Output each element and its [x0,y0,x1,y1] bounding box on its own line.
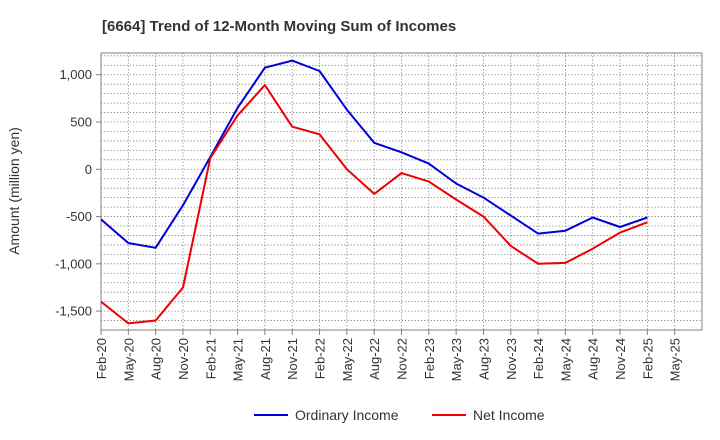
series-lines [100,59,648,325]
x-tick-label: Feb-21 [203,338,218,379]
legend-label: Net Income [473,407,545,423]
x-tick-label: Nov-24 [613,338,628,380]
y-tick-label: 500 [70,115,92,130]
x-tick-label: May-23 [449,338,464,381]
legend: Ordinary Income Net Income [254,407,545,423]
x-tick-label: May-20 [121,338,136,381]
y-tick-label: -500 [66,209,92,224]
legend-label: Ordinary Income [295,407,399,423]
x-tick-label: Nov-22 [395,338,410,380]
x-tick-label: Nov-21 [285,338,300,380]
x-tick-label: Feb-25 [640,338,655,379]
x-tick-label: Aug-20 [149,338,164,380]
x-tick-label: Aug-24 [586,338,601,380]
series-line-net-income [100,84,648,325]
chart-title: [6664] Trend of 12-Month Moving Sum of I… [102,18,456,35]
x-tick-label: Feb-20 [94,338,109,379]
y-tick-labels: 1,000 500 0 -500 -1,000 -1,500 [55,67,101,319]
x-tick-label: Aug-22 [367,338,382,380]
x-tick-label: Feb-23 [422,338,437,379]
x-tick-label: May-22 [340,338,355,381]
y-tick-label: -1,500 [55,304,92,319]
x-tick-label: Aug-21 [258,338,273,380]
x-tick-label: Feb-24 [531,338,546,379]
x-tick-label: Feb-22 [313,338,328,379]
x-tick-label: May-25 [668,338,683,381]
grid-lines [101,53,702,331]
y-tick-label: -1,000 [55,256,92,271]
series-line-ordinary-income [100,59,648,249]
y-axis-label: Amount (million yen) [6,127,22,255]
x-tick-label: May-21 [231,338,246,381]
x-tick-label: Aug-23 [476,338,491,380]
y-tick-label: 0 [85,162,92,177]
x-tick-label: May-24 [558,338,573,381]
x-tick-label: Nov-23 [504,338,519,380]
x-tick-label: Nov-20 [176,338,191,380]
x-tick-labels: Feb-20 May-20 Aug-20 Nov-20 Feb-21 May-21 Aug-… [94,330,683,381]
y-tick-label: 1,000 [59,67,92,82]
